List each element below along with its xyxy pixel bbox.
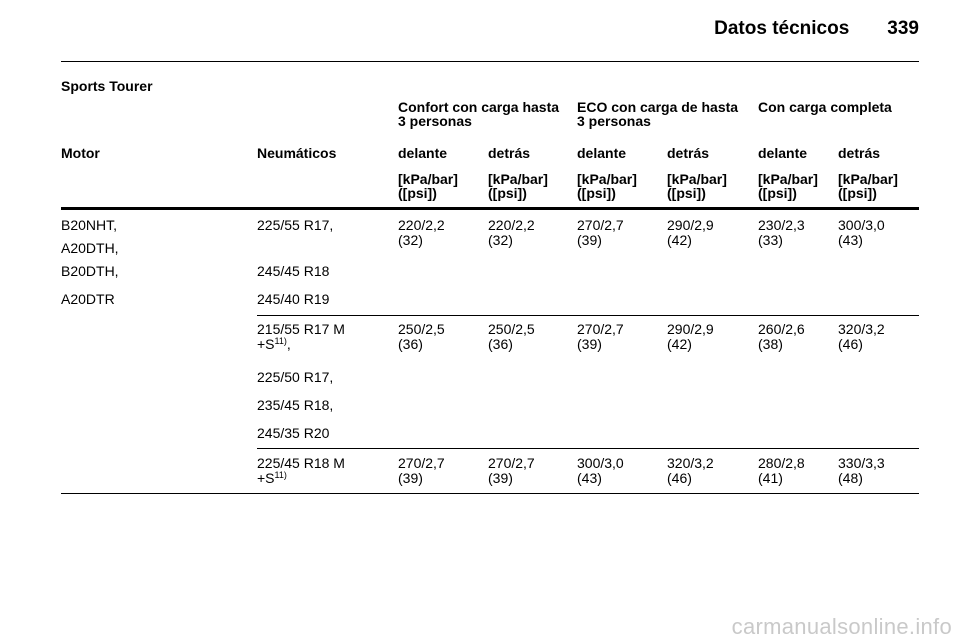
page-header: Datos técnicos 339 bbox=[0, 18, 919, 40]
motor-cell: A20DTH, bbox=[61, 240, 119, 256]
unit-header: [kPa/bar] ([psi]) bbox=[758, 171, 818, 201]
table-bottom-rule bbox=[61, 493, 919, 494]
pressure-cell: 250/2,5 (36) bbox=[398, 321, 445, 352]
pressure-cell: 220/2,2 (32) bbox=[398, 217, 445, 248]
unit-header: [kPa/bar] ([psi]) bbox=[398, 171, 458, 201]
pressure-cell: 300/3,0 (43) bbox=[577, 455, 624, 486]
pressure-cell: 220/2,2 (32) bbox=[488, 217, 535, 248]
pressure-cell: 290/2,9 (42) bbox=[667, 217, 714, 248]
page-number: 339 bbox=[887, 18, 919, 39]
tyre-cell: 245/35 R20 bbox=[257, 425, 330, 441]
group-header-full-load: Con carga completa bbox=[758, 99, 892, 115]
section-title: Sports Tourer bbox=[61, 78, 153, 94]
pressure-cell: 270/2,7 (39) bbox=[488, 455, 535, 486]
pressure-cell: 320/3,2 (46) bbox=[667, 455, 714, 486]
group-header-eco: ECO con carga de hasta 3 personas bbox=[577, 99, 739, 129]
column-header-rear: detrás bbox=[838, 145, 881, 161]
tyre-cell: 225/50 R17, bbox=[257, 369, 334, 385]
tyre-cell: 245/40 R19 bbox=[257, 291, 330, 307]
tyre-cell: 225/55 R17, bbox=[257, 217, 334, 233]
pressure-cell: 230/2,3 (33) bbox=[758, 217, 805, 248]
pressure-cell: 270/2,7 (39) bbox=[577, 217, 624, 248]
unit-header: [kPa/bar] ([psi]) bbox=[577, 171, 637, 201]
unit-header: [kPa/bar] ([psi]) bbox=[838, 171, 898, 201]
pressure-cell: 300/3,0 (43) bbox=[838, 217, 885, 248]
unit-header: [kPa/bar] ([psi]) bbox=[667, 171, 727, 201]
column-header-front: delante bbox=[398, 145, 448, 161]
pressure-cell: 250/2,5 (36) bbox=[488, 321, 535, 352]
group-header-confort: Confort con carga hasta 3 personas bbox=[398, 99, 560, 129]
row-group-rule bbox=[257, 315, 919, 316]
pressure-cell: 290/2,9 (42) bbox=[667, 321, 714, 352]
motor-cell: B20DTH, bbox=[61, 263, 119, 279]
tyre-cell: 245/45 R18 bbox=[257, 263, 330, 279]
unit-header: [kPa/bar] ([psi]) bbox=[488, 171, 548, 201]
tyre-cell: 225/45 R18 M +S11) bbox=[257, 455, 345, 486]
tyre-cell: 215/55 R17 M +S11), bbox=[257, 321, 345, 352]
column-header-rear: detrás bbox=[488, 145, 531, 161]
pressure-cell: 260/2,6 (38) bbox=[758, 321, 805, 352]
pressure-cell: 280/2,8 (41) bbox=[758, 455, 805, 486]
watermark: carmanualsonline.info bbox=[731, 614, 952, 639]
row-group-rule bbox=[257, 448, 919, 449]
column-header-motor: Motor bbox=[61, 145, 100, 161]
table-header-rule bbox=[61, 207, 919, 210]
header-rule bbox=[61, 61, 919, 62]
pressure-cell: 330/3,3 (48) bbox=[838, 455, 885, 486]
page-title: Datos técnicos bbox=[714, 18, 850, 39]
pressure-cell: 270/2,7 (39) bbox=[577, 321, 624, 352]
tyre-cell: 235/45 R18, bbox=[257, 397, 334, 413]
column-header-front: delante bbox=[758, 145, 808, 161]
pressure-cell: 320/3,2 (46) bbox=[838, 321, 885, 352]
column-header-tyres: Neumáticos bbox=[257, 145, 337, 161]
motor-cell: A20DTR bbox=[61, 291, 115, 307]
motor-cell: B20NHT, bbox=[61, 217, 118, 233]
column-header-front: delante bbox=[577, 145, 627, 161]
column-header-rear: detrás bbox=[667, 145, 710, 161]
pressure-cell: 270/2,7 (39) bbox=[398, 455, 445, 486]
